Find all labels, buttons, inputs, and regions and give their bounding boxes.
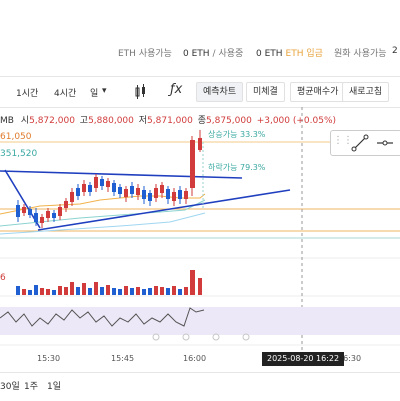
volume-label: 6 [0,273,6,283]
krw-value: 2 [392,46,398,56]
ma-price-tag: 61,050 [0,132,32,142]
candle [94,177,98,188]
candle [190,140,195,188]
drawing-tools: ⋮⋮ [330,130,400,156]
candle [160,185,164,193]
range-1w[interactable]: 1주 [24,382,39,392]
resistance-trendline [0,170,243,179]
ma-line [0,193,206,215]
avg-price-button[interactable]: 평균매수가 [290,82,346,102]
interval-4h[interactable]: 4시간 [54,89,77,99]
candle [88,185,92,192]
ma-line [0,212,206,235]
chart-toolbar: 1시간 4시간 일 ▾ ƒx 예측차트 미체결 평균매수가 새로고침 [0,76,400,108]
price-chart[interactable] [0,107,400,370]
candle [118,187,122,194]
candle [34,213,38,222]
x-tick: 15:45 [111,354,135,363]
candle [64,201,68,208]
x-tick: 15:30 [37,354,61,363]
rsi-band [0,307,400,335]
interval-day[interactable]: 일 [90,89,99,99]
candle [112,183,116,192]
x-tick: 16:00 [183,354,207,363]
candle [136,188,140,195]
candle [154,188,158,198]
candle [172,192,176,201]
fall-probability: 하락가능 79.3% [208,163,266,172]
candle-type-icon[interactable] [134,84,148,100]
range-1d[interactable]: 1일 [47,382,62,392]
candle [130,186,134,194]
crosshair-time-label: 2025-08-20 16:22 [262,352,345,366]
watermark-icons [152,333,250,341]
eth-in-use: 0 ETH / 사용중 [183,49,244,59]
candle [100,179,104,186]
range-bar: 30일 1주 1일 [0,372,400,401]
krw-available: 원화 사용가능 [334,49,387,59]
candle [184,191,188,199]
rise-probability: 상승가능 33.3% [208,130,266,139]
ma-price-tag: 351,520 [0,149,38,159]
candle [142,190,146,199]
candle [46,211,50,218]
candle [40,217,44,223]
candles [16,130,202,228]
balance-row: ETH 사용가능 0 ETH / 사용중 0 ETH ETH 입금 원화 사용가능 … [0,40,400,62]
horizontal-line-tool-icon[interactable] [375,134,395,152]
candle [198,138,202,150]
drag-handle-icon[interactable]: ⋮⋮ [333,135,353,146]
eth-available: ETH 사용가능 [118,49,172,59]
unfilled-orders-button[interactable]: 미체결 [246,82,285,102]
ohlc-header: MB 시5,872,000 고5,880,000 저5,871,000 종5,8… [0,116,337,126]
candle [148,193,152,201]
candle [28,209,32,215]
volume-bars [16,270,202,295]
range-30d[interactable]: 30일 [0,382,20,392]
top-bar: ETH 사용가능 0 ETH / 사용중 0 ETH ETH 입금 원화 사용가능 … [0,0,400,74]
indicator-fx-icon[interactable]: ƒx [170,82,183,97]
support-trendline [37,189,291,231]
refresh-button[interactable]: 새로고침 [342,82,390,102]
candle [178,190,182,199]
candle [166,189,170,199]
candle [58,207,62,216]
interval-1h[interactable]: 1시간 [16,89,39,99]
candle [16,205,20,217]
rsi-line [0,307,205,327]
candle [106,181,110,187]
dropdown-icon[interactable]: ▾ [102,86,107,96]
trendline-tool-icon[interactable] [351,134,369,152]
forecast-chart-button[interactable]: 예측차트 [196,82,244,102]
candle [124,189,128,197]
candle [82,184,86,192]
candle [22,207,26,213]
candle [52,213,56,218]
x-tick: 16:30 [338,354,362,363]
candle [70,192,74,202]
candle [76,188,80,196]
eth-deposit-link[interactable]: 0 ETH ETH 입금 [256,49,323,59]
